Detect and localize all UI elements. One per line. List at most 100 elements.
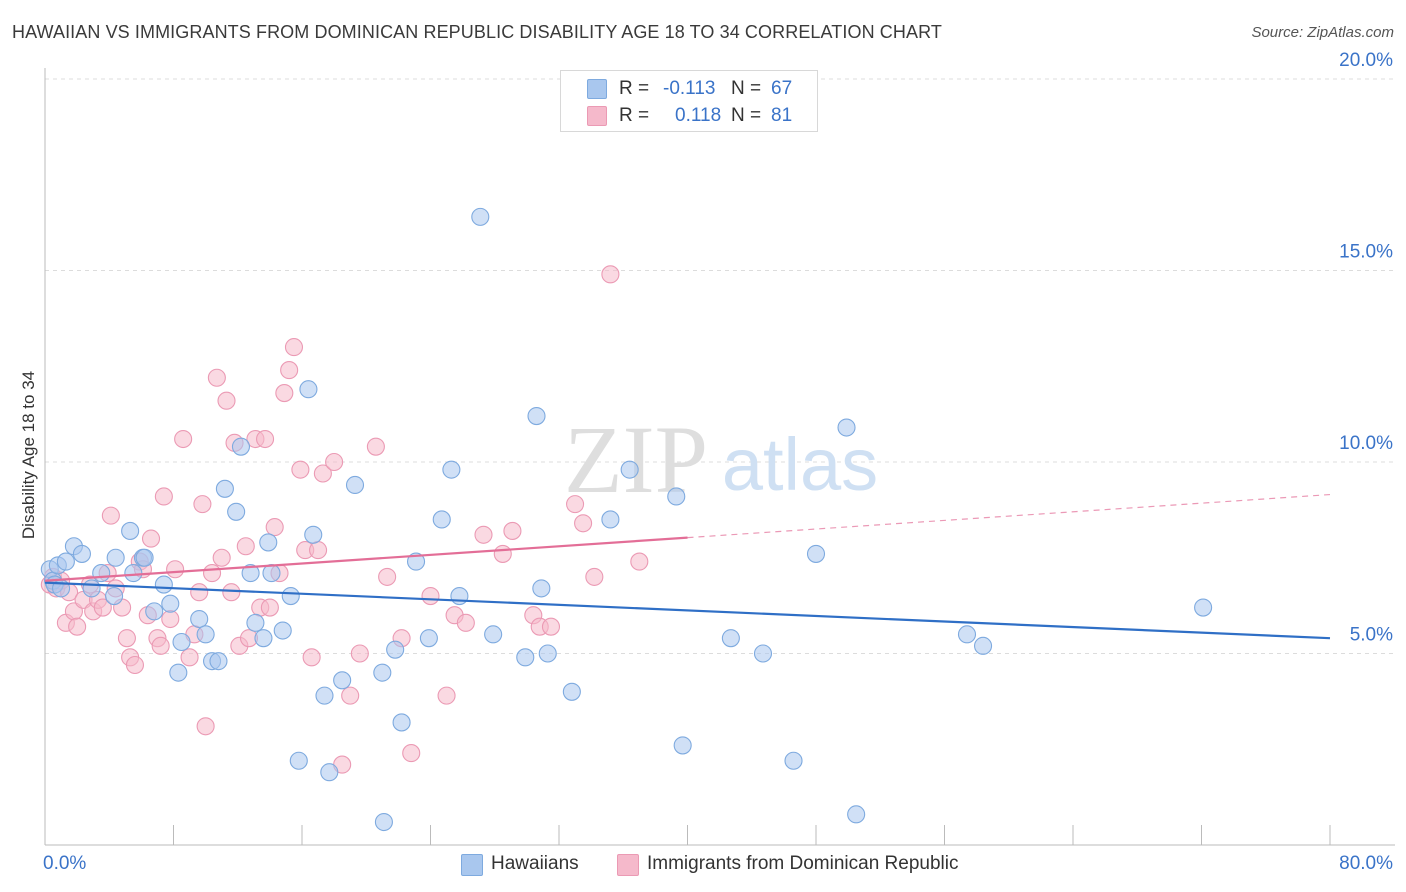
legend-r-label: R = (619, 105, 650, 126)
data-point-hawaiians (847, 805, 866, 824)
legend-swatch-pink (587, 106, 607, 126)
data-point-dominican (566, 495, 585, 514)
data-point-hawaiians (721, 629, 740, 648)
series-dominican-points (40, 265, 649, 774)
data-point-hawaiians (450, 586, 469, 606)
data-point-hawaiians (299, 380, 318, 399)
data-point-dominican (260, 598, 279, 617)
data-point-hawaiians (254, 629, 273, 648)
trend-line-dominican-extension (687, 493, 1331, 539)
data-point-hawaiians (215, 479, 234, 498)
data-point-hawaiians (259, 533, 278, 552)
data-point-hawaiians (516, 648, 535, 667)
legend-r-value: -0.113 (663, 78, 716, 99)
data-point-hawaiians (190, 609, 209, 629)
data-point-hawaiians (753, 644, 773, 663)
data-point-dominican (585, 567, 604, 586)
data-point-hawaiians (373, 663, 392, 682)
data-point-hawaiians (82, 579, 101, 598)
data-point-hawaiians (620, 460, 639, 479)
data-point-dominican (302, 648, 321, 667)
data-point-hawaiians (241, 564, 260, 583)
data-point-dominican (341, 686, 360, 705)
x-tick-label: 0.0% (43, 853, 86, 874)
data-point-hawaiians (227, 502, 246, 521)
data-point-dominican (190, 583, 209, 602)
data-point-hawaiians (333, 671, 352, 690)
data-point-hawaiians (273, 621, 292, 640)
source-credit: Source: ZipAtlas.com (1251, 24, 1394, 41)
data-point-dominican (309, 541, 328, 560)
data-point-dominican (196, 717, 215, 736)
legend-r-value: 0.118 (675, 105, 722, 126)
data-point-dominican (503, 521, 522, 540)
data-point-hawaiians (957, 625, 977, 644)
data-point-hawaiians (56, 552, 75, 571)
data-point-dominican (166, 560, 185, 579)
trend-line-dominican (44, 536, 688, 582)
data-point-hawaiians (442, 460, 461, 479)
data-point-dominican (366, 437, 385, 456)
legend-swatch-blue (587, 79, 607, 99)
data-point-dominican (474, 525, 493, 544)
data-point-hawaiians (806, 544, 826, 563)
data-point-dominican (630, 552, 649, 571)
data-point-dominican (601, 265, 620, 284)
data-point-hawaiians (471, 207, 490, 226)
data-point-hawaiians (527, 406, 546, 426)
data-point-hawaiians (106, 548, 125, 567)
data-point-hawaiians (246, 613, 265, 632)
data-point-dominican (151, 636, 170, 655)
data-point-hawaiians (304, 525, 323, 544)
data-point-dominican (117, 629, 136, 648)
data-point-hawaiians (1194, 598, 1213, 617)
data-point-hawaiians (374, 812, 393, 832)
data-point-hawaiians (562, 682, 581, 701)
data-point-dominican (93, 598, 112, 617)
data-point-dominican (141, 529, 161, 548)
x-tick-label: 80.0% (1339, 853, 1393, 874)
data-point-hawaiians (196, 625, 215, 644)
data-point-hawaiians (172, 632, 191, 652)
data-point-hawaiians (601, 510, 620, 529)
data-point-dominican (125, 655, 144, 675)
data-point-hawaiians (145, 602, 164, 621)
data-point-hawaiians (169, 663, 188, 682)
data-point-hawaiians (532, 579, 551, 598)
legend-n-label: N = (731, 78, 762, 99)
data-point-hawaiians (484, 625, 503, 644)
data-point-hawaiians (538, 644, 557, 663)
legend-n-value: 67 (771, 78, 793, 99)
data-point-dominican (378, 567, 397, 586)
legend-n-value: 81 (771, 105, 793, 126)
data-point-dominican (291, 460, 310, 479)
data-point-hawaiians (72, 544, 91, 563)
data-point-dominican (101, 506, 120, 525)
tick-labels: 5.0% 10.0% 15.0% 20.0% 0.0% 80.0% (43, 50, 1393, 874)
legend-label-hawaiians: Hawaiians (491, 853, 579, 874)
data-point-hawaiians (105, 586, 124, 606)
data-point-hawaiians (92, 564, 111, 583)
data-point-hawaiians (392, 713, 411, 732)
y-tick-label: 10.0% (1339, 433, 1393, 454)
data-point-hawaiians (315, 686, 334, 705)
data-point-hawaiians (135, 548, 154, 567)
legend-label-dominican: Immigrants from Dominican Republic (647, 853, 959, 874)
data-point-dominican (193, 495, 212, 514)
data-point-dominican (541, 617, 561, 636)
data-point-dominican (161, 609, 180, 629)
data-point-hawaiians (124, 564, 143, 583)
y-axis-label: Disability Age 18 to 34 (19, 370, 38, 540)
y-tick-label: 15.0% (1339, 242, 1393, 263)
data-point-hawaiians (973, 636, 993, 655)
legend-swatch-blue (461, 854, 483, 876)
data-point-hawaiians (673, 736, 692, 755)
data-point-hawaiians (320, 763, 339, 782)
y-tick-label: 20.0% (1339, 50, 1393, 71)
axis-layer (44, 68, 1395, 846)
data-point-dominican (217, 391, 236, 410)
data-point-dominican (68, 617, 87, 636)
trend-line-hawaiians (44, 581, 1331, 640)
data-point-dominican (212, 548, 231, 567)
